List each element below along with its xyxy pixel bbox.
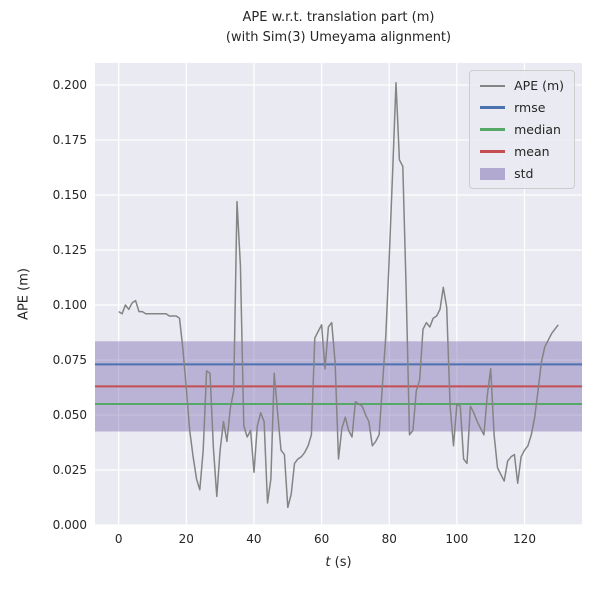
legend-label: median <box>514 122 561 137</box>
line-swatch <box>480 84 506 87</box>
std-patch-swatch <box>480 167 506 180</box>
legend-label: mean <box>514 144 550 159</box>
y-tick-label: 0.150 <box>52 188 87 202</box>
x-tick-label: 40 <box>246 532 262 546</box>
legend-entry: rmse <box>480 100 564 115</box>
line-swatch <box>480 150 506 153</box>
y-tick-label: 0.125 <box>52 243 87 257</box>
chart-title-line2: (with Sim(3) Umeyama alignment) <box>225 29 452 45</box>
legend-entry: std <box>480 166 564 181</box>
ape-series-line <box>118 82 559 509</box>
y-tick-label: 0.175 <box>52 133 87 147</box>
y-tick-label: 0.075 <box>52 353 87 367</box>
x-tick-label: 80 <box>381 532 397 546</box>
y-axis-label: APE (m) <box>16 268 32 320</box>
chart-title: APE w.r.t. translation part (m) (with Si… <box>95 8 582 47</box>
y-tick-label: 0.100 <box>52 298 87 312</box>
y-tick-label: 0.000 <box>52 518 87 532</box>
x-axis-label: t (s) <box>325 555 351 570</box>
y-tick-label: 0.025 <box>52 463 87 477</box>
legend-label: APE (m) <box>514 78 564 93</box>
x-tick-label: 0 <box>114 532 123 546</box>
x-tick-label: 100 <box>445 532 469 546</box>
x-axis-label-variable: t <box>325 555 331 570</box>
line-swatch <box>480 106 506 109</box>
plot-area: APE (m) rmse median mean std <box>95 63 582 525</box>
legend: APE (m) rmse median mean std <box>469 70 575 189</box>
x-tick-label: 60 <box>313 532 330 546</box>
chart-title-line1: APE w.r.t. translation part (m) <box>242 10 435 25</box>
legend-label: rmse <box>514 100 546 115</box>
y-tick-label: 0.050 <box>52 408 87 422</box>
legend-entry: APE (m) <box>480 78 564 93</box>
legend-entry: mean <box>480 144 564 159</box>
x-tick-label: 120 <box>513 532 536 546</box>
legend-entry: median <box>480 122 564 137</box>
y-tick-label: 0.200 <box>52 78 87 92</box>
legend-label: std <box>514 166 534 181</box>
line-swatch <box>480 128 506 131</box>
x-axis-label-unit: (s) <box>330 555 352 570</box>
x-tick-label: 20 <box>178 532 194 546</box>
